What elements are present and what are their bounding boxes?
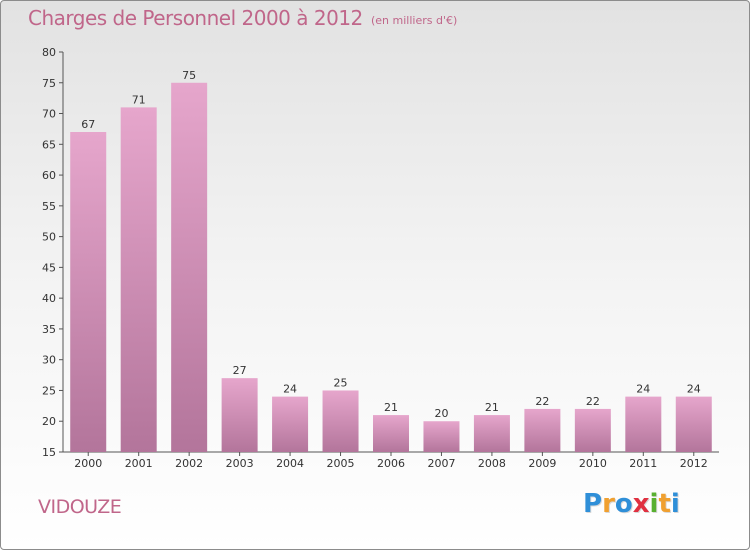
- data-label-2006: 21: [384, 401, 398, 414]
- bar-2012: [675, 396, 712, 452]
- x-tick-label: 2002: [175, 457, 203, 470]
- x-tick-label: 2008: [478, 457, 506, 470]
- y-tick-label: 60: [42, 169, 56, 182]
- x-tick-label: 2011: [629, 457, 657, 470]
- x-tick-label: 2006: [377, 457, 405, 470]
- logo-letter: r: [602, 489, 615, 519]
- bar-2005: [322, 390, 359, 452]
- proxiti-logo: Proxiti: [583, 489, 680, 519]
- chart-subtitle: (en milliers d'€): [371, 14, 458, 27]
- logo-letter: P: [583, 489, 603, 519]
- commune-name: VIDOUZE: [38, 496, 122, 518]
- data-label-2002: 75: [182, 69, 196, 82]
- x-tick-label: 2003: [226, 457, 254, 470]
- y-tick-label: 55: [42, 200, 56, 213]
- bar-2001: [120, 107, 157, 452]
- bar-2003: [221, 378, 258, 452]
- y-tick-label: 35: [42, 323, 56, 336]
- data-label-2009: 22: [535, 395, 549, 408]
- data-label-2007: 20: [434, 407, 448, 420]
- x-tick-label: 2000: [74, 457, 102, 470]
- data-label-2004: 24: [283, 383, 297, 396]
- x-tick-label: 2012: [680, 457, 708, 470]
- y-tick-label: 40: [42, 292, 56, 305]
- x-tick-label: 2004: [276, 457, 304, 470]
- bar-2000: [70, 132, 107, 452]
- x-axis: 2000 2001 2002 2003 2004 2005 2006 2007 2008 2009…: [63, 451, 719, 470]
- data-label-2010: 22: [586, 395, 600, 408]
- x-tick-label: 2001: [125, 457, 153, 470]
- x-tick-label: 2009: [528, 457, 556, 470]
- logo-letter: x: [632, 489, 650, 519]
- logo-letter: t: [658, 489, 671, 519]
- y-tick-label: 20: [42, 415, 56, 428]
- y-tick-label: 25: [42, 384, 56, 397]
- y-tick-label: 80: [42, 46, 56, 59]
- bar-2008: [473, 415, 510, 452]
- bar-2010: [574, 408, 611, 452]
- y-tick-label: 70: [42, 108, 56, 121]
- bar-2006: [373, 415, 409, 452]
- logo-letter: o: [614, 489, 633, 519]
- data-label-2011: 24: [636, 383, 650, 396]
- bar-2009: [524, 408, 561, 452]
- data-label-2003: 27: [233, 364, 247, 377]
- y-tick-label: 50: [42, 231, 56, 244]
- data-label-2000: 67: [81, 118, 95, 131]
- y-tick-label: 75: [42, 77, 56, 90]
- logo-letter: i: [670, 489, 680, 519]
- x-tick-label: 2010: [579, 457, 607, 470]
- y-tick-label: 15: [42, 446, 56, 459]
- data-label-2008: 21: [485, 401, 499, 414]
- bars: [70, 82, 712, 453]
- data-label-2012: 24: [687, 383, 701, 396]
- bar-2007: [423, 421, 460, 452]
- bar-2004: [272, 396, 309, 452]
- logo-letter: i: [649, 489, 659, 519]
- x-tick-label: 2005: [327, 457, 355, 470]
- y-tick-label: 45: [42, 261, 56, 274]
- y-tick-label: 30: [42, 354, 56, 367]
- y-axis: 15 20 25 30 35 40 45 50 55 60 65 70 75 80: [42, 46, 64, 459]
- y-tick-label: 65: [42, 138, 56, 151]
- chart-title: Charges de Personnel 2000 à 2012: [28, 6, 363, 30]
- bar-2011: [625, 396, 662, 452]
- data-labels: 67 71 75 27 24 25 21 20 21 22 22 24 24: [81, 69, 701, 420]
- data-label-2001: 71: [132, 93, 146, 106]
- bar-2002: [171, 82, 208, 453]
- x-tick-label: 2007: [427, 457, 455, 470]
- data-label-2005: 25: [334, 376, 348, 389]
